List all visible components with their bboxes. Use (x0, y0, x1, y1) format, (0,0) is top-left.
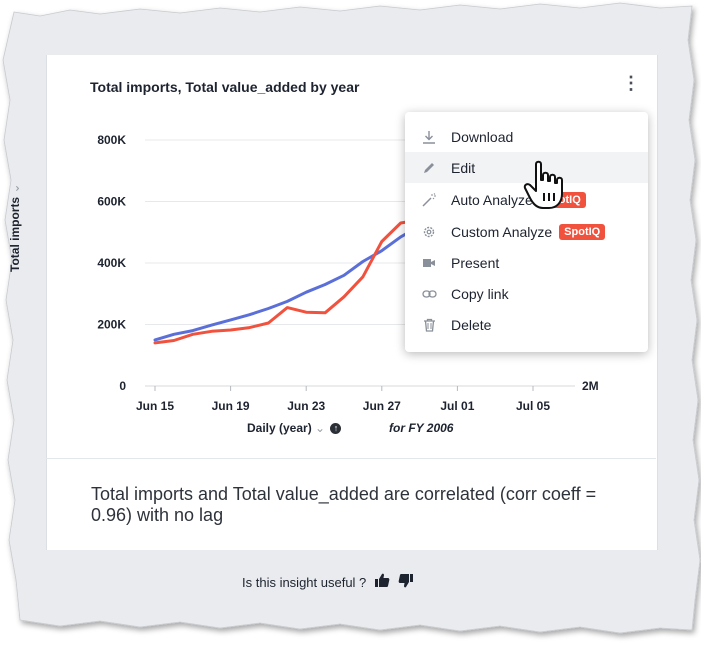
hand-cursor-icon (523, 160, 563, 209)
series-line-total-value-added (153, 218, 422, 345)
x-tick-label: Jun 19 (212, 399, 250, 413)
y-axis-label[interactable]: Total imports ⌄ (8, 183, 22, 272)
menu-item-edit[interactable]: Edit (405, 152, 648, 183)
trash-icon (419, 317, 439, 333)
menu-item-label: Present (451, 254, 500, 271)
menu-item-label: Custom Analyze (451, 223, 553, 240)
menu-item-label: Auto Analyze (451, 191, 533, 208)
filter-note: for FY 2006 (389, 421, 454, 435)
caret-down-icon: ⌄ (8, 183, 22, 194)
x-tick-label: Jul 01 (440, 399, 474, 413)
feedback-question: Is this insight useful ? (242, 574, 367, 590)
menu-item-present[interactable]: Present (405, 247, 648, 278)
menu-item-copy-link[interactable]: Copy link (405, 278, 648, 309)
caret-down-icon: ⌄ (315, 421, 326, 435)
x-axis-label[interactable]: Daily (year) ⌄ ↑ (247, 421, 342, 435)
menu-item-label: Download (451, 128, 514, 145)
x-tick-label: Jun 27 (363, 399, 401, 413)
insight-text: Total imports and Total value_added are … (91, 484, 597, 525)
spotiq-badge: SpotIQ (559, 223, 606, 240)
kebab-icon[interactable]: ⋮ (622, 73, 640, 93)
thumbs-up-icon[interactable] (374, 573, 390, 591)
menu-item-download[interactable]: Download (405, 121, 648, 152)
pencil-icon (419, 160, 439, 176)
menu-item-label: Edit (451, 159, 476, 176)
menu-item-delete[interactable]: Delete (405, 309, 648, 340)
info-icon[interactable]: ↑ (330, 423, 342, 435)
y-tick-label: 200K (97, 318, 126, 332)
magic-wand-icon (419, 192, 439, 208)
thumbs-down-icon[interactable] (398, 573, 414, 591)
feedback-bar: Is this insight useful ? (242, 573, 414, 591)
x-tick-label: Jun 15 (136, 399, 174, 413)
y-tick-label: 600K (97, 195, 126, 209)
y-tick-label: 800K (97, 133, 126, 147)
y-tick-label: 400K (97, 256, 126, 270)
gear-icon (419, 224, 439, 240)
y-axis-label-text: Total imports (8, 196, 22, 272)
x-tick-label: Jun 23 (287, 399, 325, 413)
menu-item-label: Delete (451, 316, 492, 333)
video-camera-icon (419, 255, 439, 271)
card-title: Total imports, Total value_added by year (90, 79, 360, 95)
y2-tick-label: 2M (582, 379, 599, 393)
download-icon (419, 129, 439, 145)
y-tick-label: 0 (119, 379, 126, 393)
link-icon (419, 286, 439, 302)
x-tick-label: Jul 05 (516, 399, 550, 413)
divider (46, 458, 656, 459)
x-axis-label-text: Daily (year) (247, 421, 312, 435)
menu-item-label: Copy link (451, 285, 509, 302)
menu-item-custom-analyze[interactable]: Custom Analyze SpotIQ (405, 216, 648, 247)
